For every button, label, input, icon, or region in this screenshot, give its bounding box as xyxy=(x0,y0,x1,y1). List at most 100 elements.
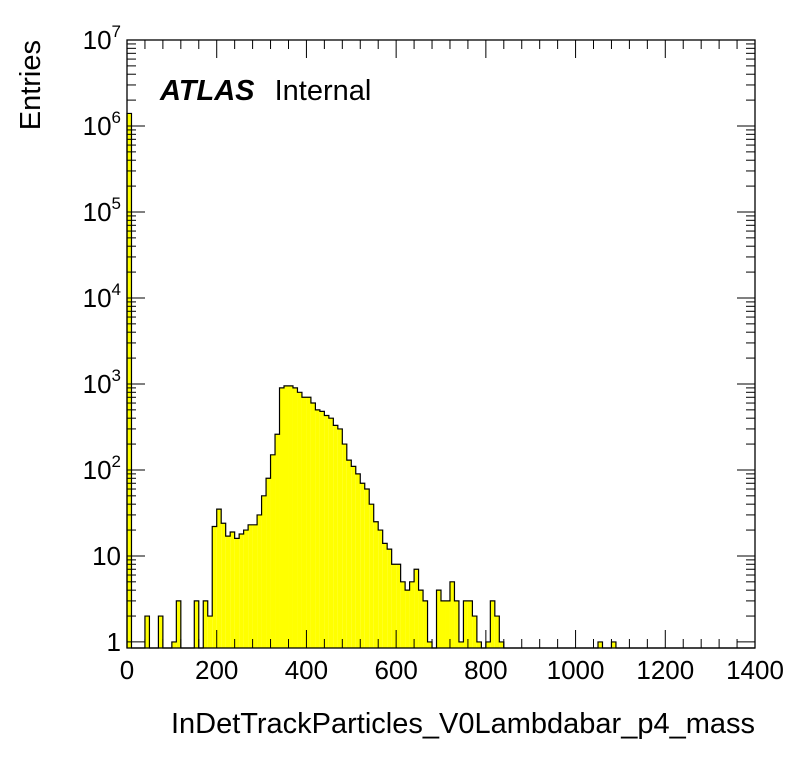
y-tick-label: 106 xyxy=(83,108,121,141)
histogram-bar-30 xyxy=(261,495,267,648)
histogram-bar-26 xyxy=(243,530,249,648)
histogram-bar-10 xyxy=(171,641,177,648)
histogram-bar-11 xyxy=(176,600,181,648)
histogram-bar-66 xyxy=(423,600,428,648)
histogram-bar-44 xyxy=(324,415,329,648)
histogram-bar-65 xyxy=(418,590,424,648)
x-tick-label: 0 xyxy=(120,655,134,685)
histogram-bar-27 xyxy=(248,524,253,648)
histogram-bar-49 xyxy=(346,460,352,648)
histogram-bar-20 xyxy=(216,509,222,648)
histogram-bar-0 xyxy=(127,113,132,648)
y-tick-label: 107 xyxy=(83,22,121,55)
histogram-bar-51 xyxy=(355,473,361,648)
y-tick-label: 105 xyxy=(83,194,121,227)
y-tick-label: 1 xyxy=(107,627,121,657)
histogram-bar-17 xyxy=(203,600,208,648)
histogram-bar-70 xyxy=(441,600,446,648)
histogram-bar-4 xyxy=(144,616,150,648)
histogram-bar-25 xyxy=(239,533,244,648)
histogram-bar-82 xyxy=(494,616,500,648)
y-tick-label: 10 xyxy=(92,541,121,571)
x-tick-label: 400 xyxy=(285,655,328,685)
histogram-bar-47 xyxy=(337,428,343,648)
plot-frame xyxy=(126,39,756,649)
histogram-bar-28 xyxy=(252,524,258,648)
histogram-bar-78 xyxy=(476,641,482,648)
histogram-bar-31 xyxy=(266,478,271,648)
histogram-bar-45 xyxy=(328,418,334,648)
x-tick-label: 600 xyxy=(374,655,417,685)
histogram-bar-73 xyxy=(454,600,459,648)
histogram-bar-18 xyxy=(207,616,213,648)
histogram-bar-40 xyxy=(306,397,311,648)
histogram-bar-34 xyxy=(279,387,284,648)
y-tick-label: 103 xyxy=(83,366,121,399)
histogram-bar-23 xyxy=(230,531,235,648)
histogram-bar-42 xyxy=(315,409,320,648)
x-tick-label: 1400 xyxy=(726,655,784,685)
atlas-internal-text: Internal xyxy=(275,75,372,107)
histogram-bar-36 xyxy=(288,385,293,648)
x-axis-label: InDetTrackParticles_V0Lambdabar_p4_mass xyxy=(171,708,755,740)
histogram-bar-61 xyxy=(400,581,406,648)
histogram-bar-24 xyxy=(234,538,240,648)
histogram-bar-35 xyxy=(284,385,289,648)
histogram-bar-7 xyxy=(158,616,163,648)
histogram-bar-57 xyxy=(382,543,388,648)
histogram-bar-58 xyxy=(387,549,392,648)
histogram-bar-75 xyxy=(463,600,468,648)
histogram-bar-83 xyxy=(499,641,504,648)
axis-ticks xyxy=(126,39,756,648)
histogram-bar-74 xyxy=(458,641,464,648)
histogram-bar-69 xyxy=(436,590,441,648)
histogram-bar-105 xyxy=(598,641,603,648)
histogram-bar-80 xyxy=(485,641,491,648)
histogram-bar-41 xyxy=(310,403,316,648)
histogram-bar-39 xyxy=(301,397,307,648)
histogram-bar-29 xyxy=(257,514,262,648)
histogram-bar-56 xyxy=(378,530,383,648)
histogram-bar-32 xyxy=(270,454,276,648)
histogram-bar-59 xyxy=(391,564,397,648)
histogram-bar-50 xyxy=(351,466,356,648)
x-tick-label: 800 xyxy=(464,655,507,685)
y-tick-label: 104 xyxy=(83,280,121,313)
histogram-bar-37 xyxy=(292,387,298,648)
histogram-bar-21 xyxy=(221,523,226,648)
y-tick-label: 102 xyxy=(83,452,121,485)
histogram-bar-43 xyxy=(319,411,325,648)
histogram-bars xyxy=(127,113,616,648)
histogram-bar-108 xyxy=(611,641,616,648)
histogram-bar-63 xyxy=(409,581,415,648)
histogram-bar-76 xyxy=(467,600,473,648)
y-tick-labels: 1 10 102 103 104 105 106 107 xyxy=(83,22,121,657)
histogram-bar-38 xyxy=(297,392,302,648)
histogram-bar-19 xyxy=(212,526,217,648)
histogram-outline xyxy=(126,112,755,649)
histogram-bar-64 xyxy=(414,569,419,648)
histogram-bar-54 xyxy=(369,504,374,648)
histogram-bar-53 xyxy=(364,489,370,648)
histogram-bar-67 xyxy=(427,641,433,648)
histogram-bar-33 xyxy=(275,434,280,648)
histogram-bar-62 xyxy=(405,590,410,648)
x-tick-label: 200 xyxy=(195,655,238,685)
atlas-bold-text: ATLAS xyxy=(159,75,255,107)
histogram-bar-52 xyxy=(360,483,365,648)
histogram-bar-72 xyxy=(449,581,455,648)
histogram-bar-22 xyxy=(225,536,231,648)
histogram-bar-81 xyxy=(490,600,495,648)
histogram-bar-48 xyxy=(342,444,347,648)
x-tick-label: 1000 xyxy=(547,655,605,685)
histogram-bar-55 xyxy=(373,521,379,648)
histogram-bar-60 xyxy=(396,564,401,648)
histogram-bar-15 xyxy=(194,600,199,648)
x-tick-labels: 0 200 400 600 800 1000 1200 1400 xyxy=(120,655,784,685)
y-axis-label: Entries xyxy=(15,40,47,130)
atlas-label: ATLAS Internal xyxy=(159,75,371,107)
histogram-bar-71 xyxy=(445,600,450,648)
x-tick-label: 1200 xyxy=(636,655,694,685)
histogram-bar-46 xyxy=(333,425,338,648)
